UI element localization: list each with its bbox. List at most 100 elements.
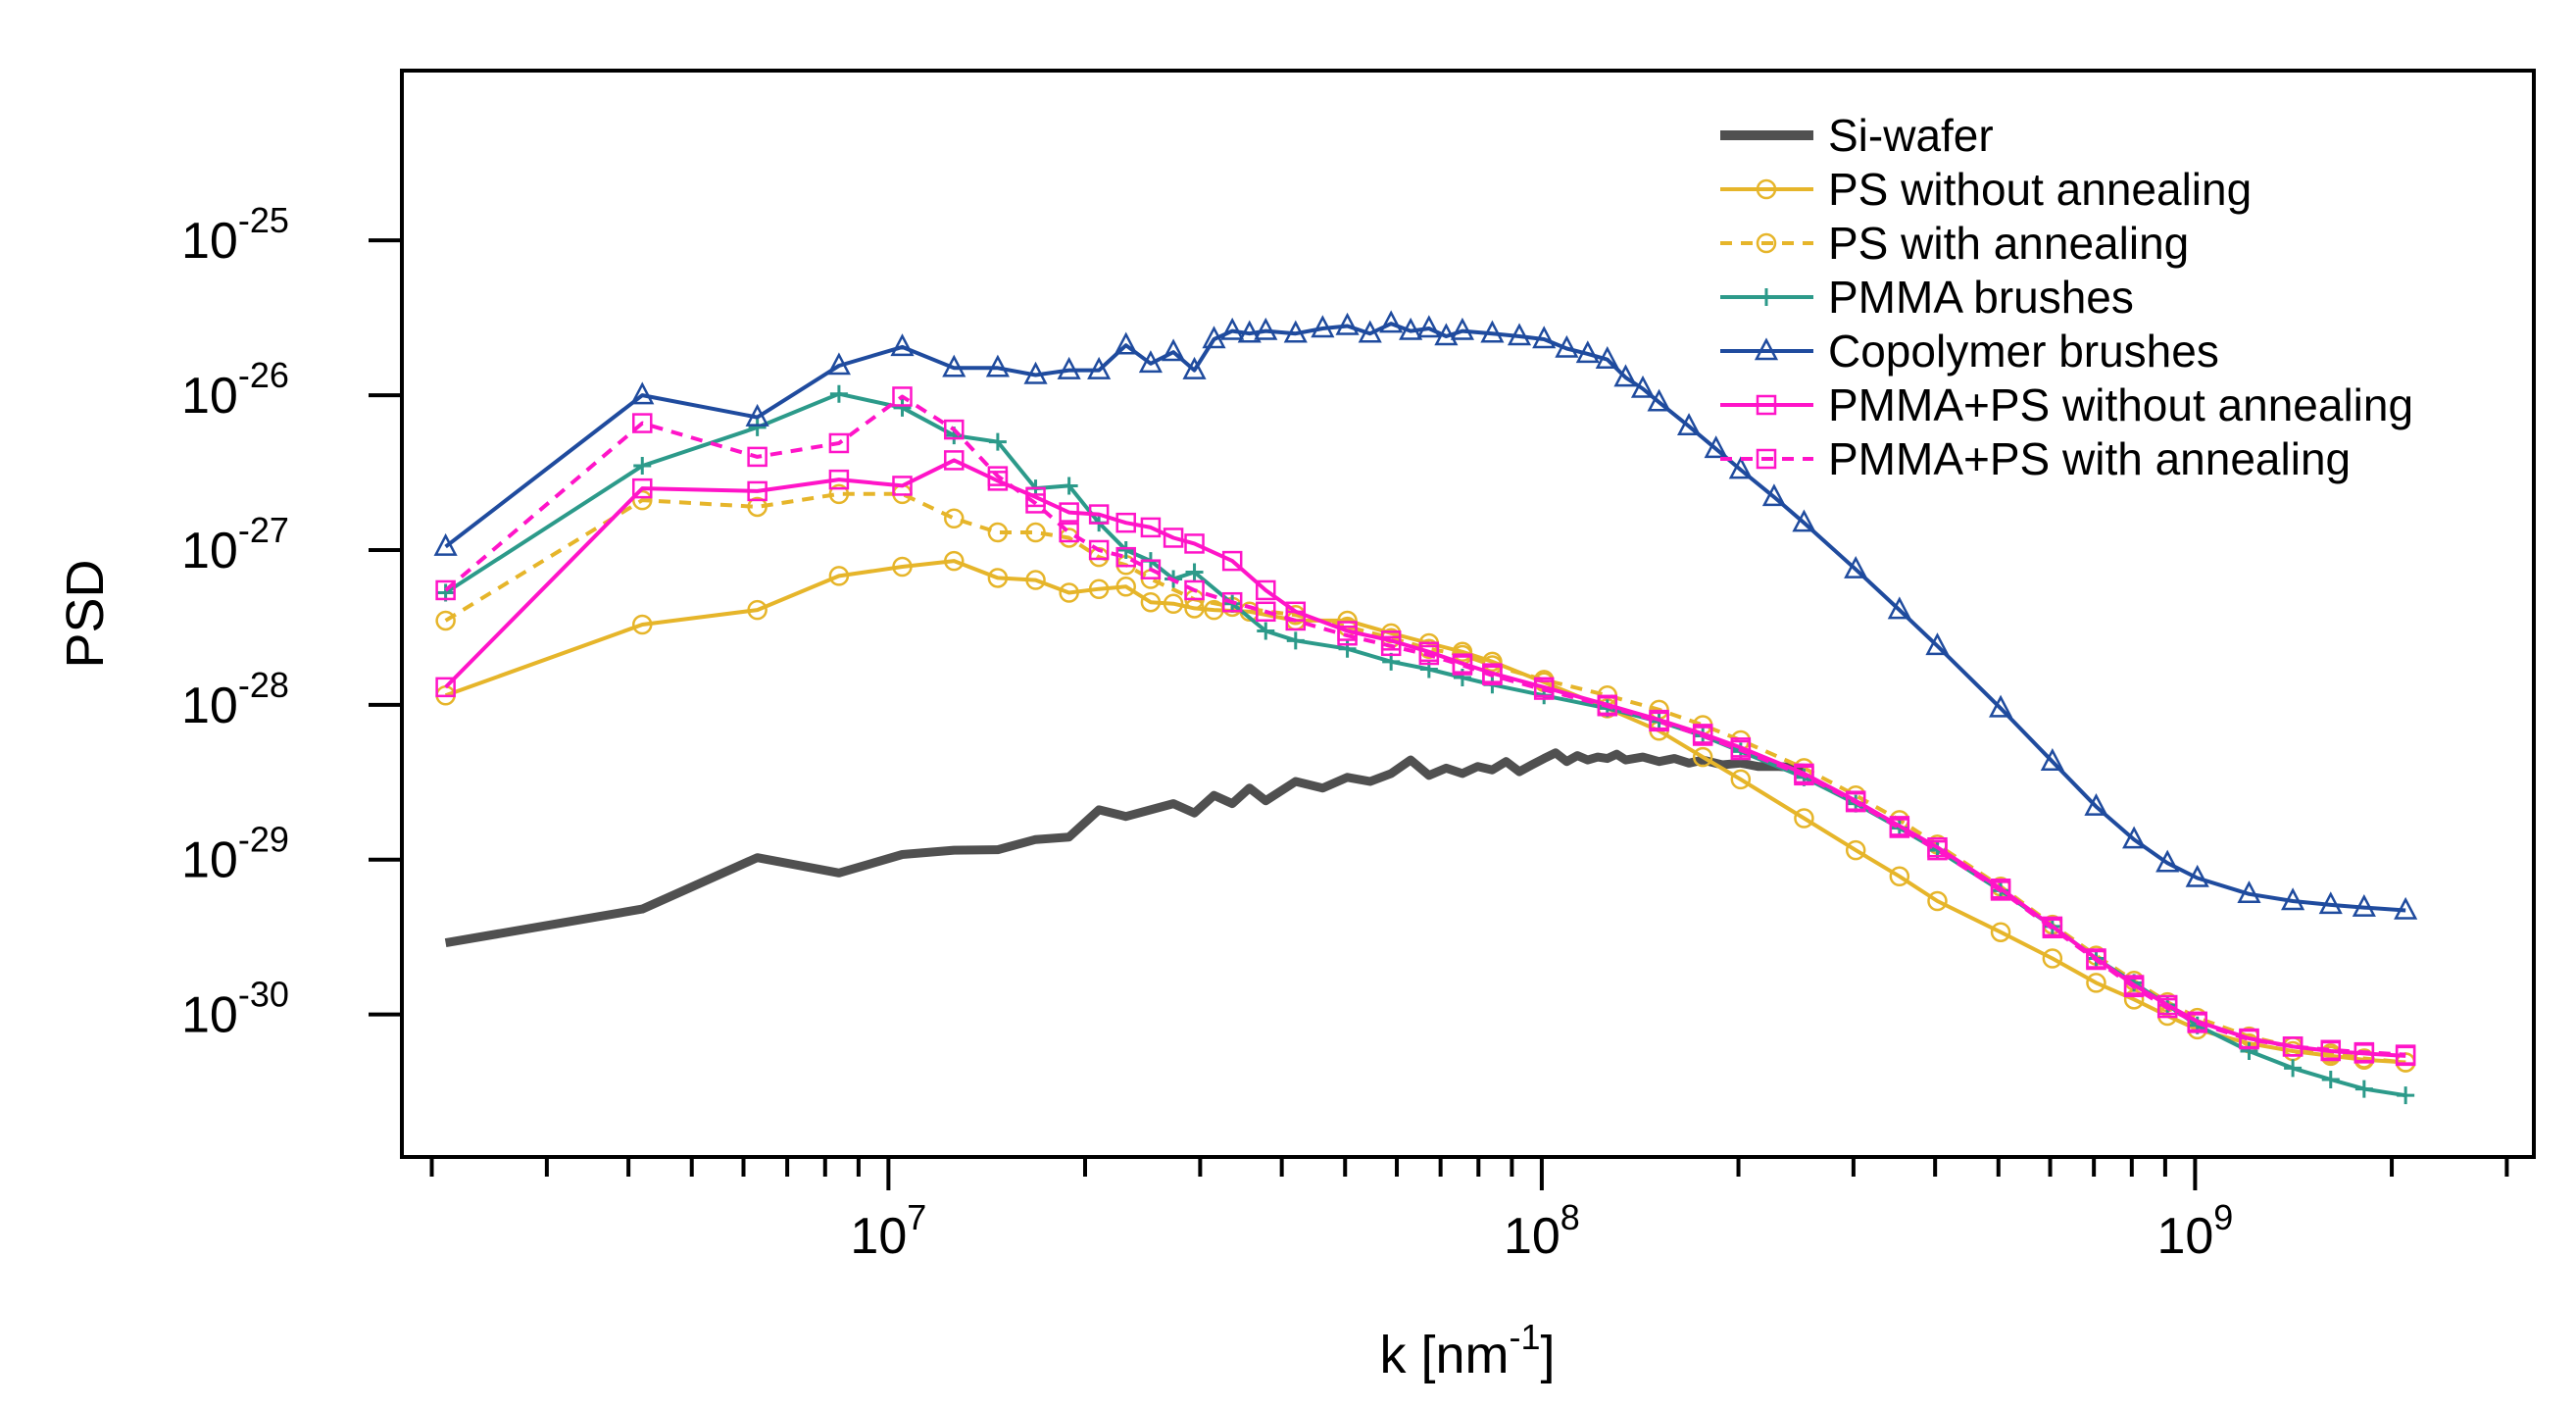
- data-point: [1597, 695, 1618, 717]
- data-point: [1728, 456, 1753, 479]
- data-point: [2040, 748, 2064, 771]
- data-point: [1595, 346, 1619, 369]
- data-point: [435, 677, 456, 698]
- data-point: [1114, 331, 1138, 355]
- data-point: [1138, 350, 1163, 374]
- data-point: [633, 457, 652, 476]
- x-axis-title-tail: ]: [1541, 1326, 1556, 1384]
- data-point: [1115, 512, 1136, 533]
- y-tick-label-base: 10: [181, 368, 238, 425]
- data-point: [1704, 435, 1728, 459]
- data-point: [1575, 340, 1600, 364]
- y-tick-label: 10-26: [181, 355, 289, 425]
- data-point: [1088, 578, 1110, 599]
- data-point: [828, 566, 850, 586]
- x-axis-title-sup: -1: [1510, 1317, 1541, 1357]
- data-point: [2187, 1013, 2207, 1033]
- series-line: [444, 748, 1805, 948]
- y-tick-label: 10-30: [181, 975, 289, 1044]
- y-tick-label-base: 10: [181, 832, 238, 889]
- data-point: [1311, 315, 1335, 338]
- data-point: [1256, 601, 1276, 623]
- data-point: [890, 333, 915, 357]
- legend-label: PS without annealing: [1828, 164, 2252, 215]
- x-axis-title: k [nm-1]: [1379, 1317, 1555, 1384]
- data-point: [1676, 413, 1702, 436]
- legend-item: PS without annealing: [1720, 164, 2252, 215]
- data-point: [1533, 679, 1555, 700]
- data-point: [829, 384, 848, 403]
- y-tick-label-base: 10: [181, 678, 238, 734]
- data-point: [2352, 893, 2376, 917]
- data-point: [1335, 312, 1360, 335]
- x-tick-label: 107: [850, 1197, 926, 1265]
- data-point: [1286, 631, 1305, 650]
- y-tick-label-exp: -30: [238, 975, 289, 1015]
- data-point: [1115, 546, 1136, 568]
- y-tick-label-exp: -25: [238, 200, 289, 240]
- data-point: [2282, 1036, 2304, 1057]
- data-point: [632, 413, 653, 433]
- data-point: [1450, 317, 1474, 340]
- data-point: [2397, 1086, 2415, 1105]
- data-point: [1480, 320, 1505, 343]
- data-point: [1988, 694, 2013, 718]
- data-point: [987, 568, 1009, 588]
- plot-frame: [400, 69, 2536, 1159]
- data-point: [2395, 1044, 2416, 1065]
- data-point: [1162, 338, 1186, 362]
- data-point: [1140, 559, 1162, 579]
- data-point: [2155, 849, 2180, 873]
- data-point: [1418, 644, 1440, 666]
- data-point: [892, 556, 913, 578]
- data-point: [828, 469, 850, 490]
- x-axis-title-main: k [nm: [1379, 1326, 1509, 1384]
- data-point: [1163, 593, 1184, 614]
- data-point: [1025, 522, 1046, 543]
- data-point: [1613, 364, 1638, 387]
- series-copolymer-brushes: [433, 310, 2418, 920]
- data-point: [632, 614, 653, 635]
- x-tick-label-base: 10: [1504, 1208, 1560, 1265]
- data-point: [1088, 539, 1110, 561]
- data-point: [1254, 317, 1278, 340]
- x-tick-label: 109: [2156, 1197, 2233, 1265]
- data-point: [1059, 522, 1079, 543]
- data-point: [1060, 477, 1078, 495]
- data-point: [1184, 533, 1205, 554]
- data-point: [2042, 948, 2063, 969]
- data-point: [1221, 550, 1243, 572]
- data-point: [747, 446, 768, 468]
- data-point: [1337, 625, 1358, 646]
- data-point: [1116, 540, 1135, 559]
- series-layer: [433, 310, 2418, 1105]
- data-point: [1380, 635, 1402, 657]
- legend-swatch-marker: [1756, 448, 1777, 470]
- series-line: [444, 559, 2406, 1065]
- data-point: [1087, 356, 1112, 379]
- y-tick-label: 10-25: [181, 200, 289, 270]
- legend-label: PMMA brushes: [1828, 272, 2134, 323]
- data-point: [1507, 323, 1532, 346]
- data-point: [1163, 528, 1184, 548]
- legend-item: PS with annealing: [1720, 218, 2189, 269]
- data-point: [1692, 746, 1713, 768]
- data-point: [1730, 739, 1752, 761]
- data-point: [944, 450, 965, 471]
- data-point: [2394, 896, 2418, 920]
- data-point: [1927, 890, 1948, 912]
- data-point: [745, 403, 769, 427]
- data-point: [2240, 1041, 2258, 1060]
- legend-label: PS with annealing: [1828, 218, 2189, 269]
- data-point: [1925, 632, 1950, 656]
- data-point: [2320, 1039, 2342, 1061]
- data-point: [1059, 502, 1079, 523]
- x-tick-label-base: 10: [850, 1208, 907, 1265]
- series-si-wafer: [444, 748, 1805, 948]
- data-point: [1283, 320, 1308, 343]
- data-point: [1257, 622, 1275, 640]
- series-line: [444, 394, 2406, 1057]
- data-point: [2353, 1041, 2375, 1063]
- data-point: [1452, 655, 1473, 676]
- legend-swatch-marker: [1756, 394, 1777, 416]
